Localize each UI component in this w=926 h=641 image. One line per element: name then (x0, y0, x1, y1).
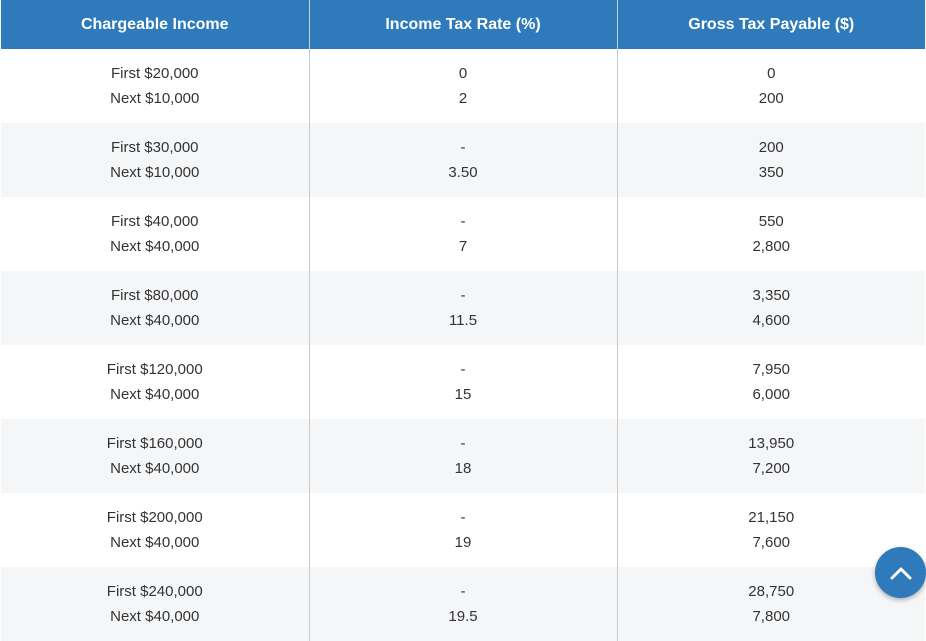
table-row: First $30,000 Next $10,000-3.50 200 350 (1, 123, 925, 197)
next-line: 7,200 (752, 460, 791, 477)
table-row: First $160,000 Next $40,000 - 18 13,950 7,200 (1, 419, 925, 493)
next-line: 3.50 (448, 164, 478, 181)
next-line: 19.5 (448, 608, 478, 625)
first-line: 3,350 (752, 287, 791, 304)
first-line: 21,150 (748, 509, 795, 526)
next-line: 4,600 (752, 312, 791, 329)
scroll-to-top-button[interactable] (875, 547, 926, 598)
table-row: First $80,000 Next $40,000 - 11.5 3,350 4,600 (1, 271, 925, 345)
next-line: Next $40,000 (110, 608, 200, 625)
next-line: 7,600 (752, 534, 791, 551)
first-line: - (460, 213, 466, 230)
next-line: 19 (454, 534, 472, 551)
next-line: Next $40,000 (110, 386, 200, 403)
header-gross-tax-payable: Gross Tax Payable ($) (616, 0, 925, 49)
rate-cell: - 18 (308, 419, 617, 493)
rate-cell: - 15 (308, 345, 617, 419)
first-line: First $30,000 (110, 139, 199, 156)
first-line: - (460, 361, 466, 378)
next-line: 2,800 (752, 238, 791, 255)
first-line: 550 (758, 213, 784, 230)
first-line: 0 (767, 65, 776, 82)
first-line: First $40,000 (110, 213, 199, 230)
first-line: - (460, 287, 466, 304)
first-line: First $200,000 (106, 509, 203, 526)
tax-cell: 28,750 7,800 (616, 567, 925, 641)
chevron-up-icon (890, 567, 911, 579)
next-line: Next $40,000 (110, 460, 200, 477)
rate-cell: - 19 (308, 493, 617, 567)
income-cell: First $160,000 Next $40,000 (1, 419, 309, 493)
first-line: 28,750 (748, 583, 795, 600)
next-line: Next $40,000 (110, 534, 200, 551)
table-header-row: Chargeable Income Income Tax Rate (%) Gr… (1, 0, 925, 49)
rate-cell: - 11.5 (308, 271, 617, 345)
first-line: 200 (758, 139, 784, 156)
next-line: 7 (458, 238, 468, 255)
rate-cell: - 3.50 (308, 123, 617, 197)
table-row: First $240,000 Next $40,000 - 19.5 28,750 7,8… (1, 567, 925, 641)
next-line: Next $40,000 (110, 238, 200, 255)
next-line: 350 (758, 164, 784, 181)
tax-cell: 13,950 7,200 (616, 419, 925, 493)
next-line: 18 (454, 460, 472, 477)
first-line: First $240,000 (106, 583, 203, 600)
next-line: 6,000 (752, 386, 791, 403)
header-income-tax-rate: Income Tax Rate (%) (308, 0, 617, 49)
income-cell: First $120,000 Next $40,000 (1, 345, 309, 419)
table-row: First $20,000 Next $10,000 0 2 0 200 (1, 49, 925, 123)
header-chargeable-income: Chargeable Income (1, 0, 309, 49)
income-cell: First $20,000 Next $10,000 (1, 49, 309, 123)
tax-cell: 550 2,800 (616, 197, 925, 271)
table-row: First $200,000 Next $40,000 - 19 21,150 7,600 (1, 493, 925, 567)
first-line: - (460, 583, 466, 600)
income-cell: First $80,000 Next $40,000 (1, 271, 309, 345)
first-line: - (460, 139, 466, 156)
first-line: First $120,000 (106, 361, 203, 378)
tax-cell: 21,150 7,600 (616, 493, 925, 567)
next-line: 7,800 (752, 608, 791, 625)
next-line: Next $10,000 (110, 90, 200, 107)
first-line: First $80,000 (110, 287, 199, 304)
tax-cell: 3,350 4,600 (616, 271, 925, 345)
tax-cell: 7,950 6,000 (616, 345, 925, 419)
table-row: First $40,000 Next $40,000-7 550 2,800 (1, 197, 925, 271)
tax-cell: 200 350 (616, 123, 925, 197)
first-line: 0 (458, 65, 468, 82)
first-line: First $20,000 (110, 65, 199, 82)
next-line: 11.5 (448, 312, 478, 329)
first-line: - (460, 435, 466, 452)
income-cell: First $30,000 Next $10,000 (1, 123, 309, 197)
rate-cell: - 19.5 (308, 567, 617, 641)
tax-cell: 0 200 (616, 49, 925, 123)
next-line: 200 (758, 90, 784, 107)
first-line: 13,950 (748, 435, 795, 452)
income-cell: First $240,000 Next $40,000 (1, 567, 309, 641)
table-row: First $120,000 Next $40,000 - 15 7,950 6,000 (1, 345, 925, 419)
next-line: 2 (458, 90, 468, 107)
first-line: - (460, 509, 466, 526)
next-line: 15 (454, 386, 472, 403)
rate-cell: -7 (308, 197, 617, 271)
next-line: Next $40,000 (110, 312, 200, 329)
next-line: Next $10,000 (110, 164, 200, 181)
income-cell: First $40,000 Next $40,000 (1, 197, 309, 271)
first-line: 7,950 (752, 361, 791, 378)
income-cell: First $200,000 Next $40,000 (1, 493, 309, 567)
table-body: First $20,000 Next $10,000 0 2 0 200 First $30… (1, 49, 925, 641)
first-line: First $160,000 (106, 435, 203, 452)
